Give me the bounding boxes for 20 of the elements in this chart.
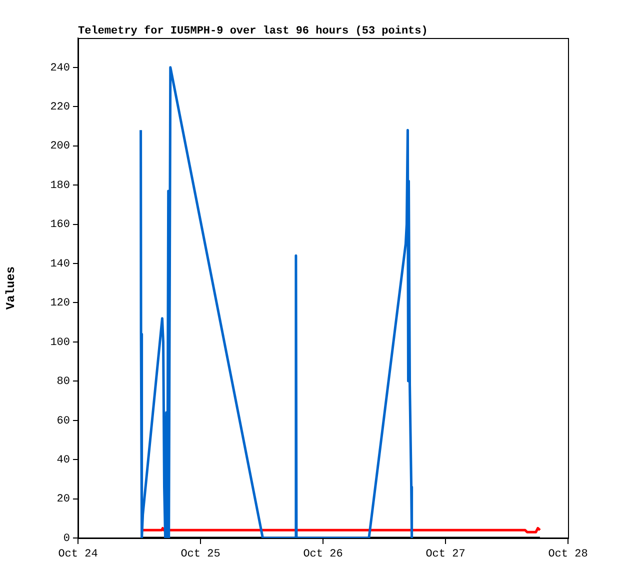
y-tick-label: 100 [50,336,70,349]
y-tick-label: 180 [50,180,70,192]
y-tick-label: 200 [50,140,70,153]
y-tick-label: 120 [50,298,70,310]
x-tick-label: Oct 26 [303,548,343,561]
x-tick-label: Oct 25 [180,548,220,561]
y-tick-label: 20 [56,494,70,506]
y-tick-label: 220 [50,102,70,114]
x-tick-label: Oct 28 [548,548,588,561]
y-axis-title: Values [4,266,18,310]
y-tick-label: 40 [56,454,70,466]
x-tick-label: Oct 27 [426,548,466,561]
y-tick-label: 80 [56,376,70,388]
x-tick-label: Oct 24 [58,548,98,561]
y-tick-label: 140 [50,258,70,270]
y-tick-label: 0 [63,532,70,545]
y-tick-label: 60 [56,415,70,428]
y-tick-label: 240 [50,62,70,74]
chart-title: Telemetry for IU5MPH-9 over last 96 hours (53 points) [78,24,428,38]
y-tick-label: 160 [50,219,70,232]
